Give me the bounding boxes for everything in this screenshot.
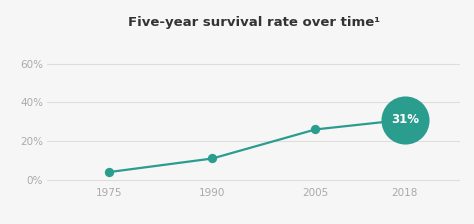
Point <box>401 118 409 122</box>
Text: 31%: 31% <box>391 113 419 126</box>
Point <box>312 128 319 131</box>
Title: Five-year survival rate over time¹: Five-year survival rate over time¹ <box>128 16 380 29</box>
Point <box>106 170 113 174</box>
Point <box>209 157 216 160</box>
